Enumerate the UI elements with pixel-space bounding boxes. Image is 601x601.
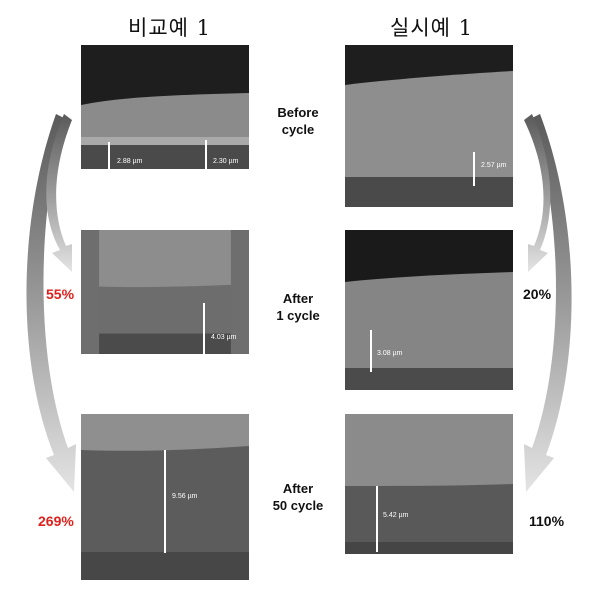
left-after50-thickness-line [164,450,166,553]
right-sem-after-50 [345,414,513,554]
right-column-title: 실시예 1 [390,12,473,42]
left-after1-thickness-line [203,303,205,365]
stage-label-after-1: After 1 cycle [258,290,338,324]
left-before-thickness-line-1 [108,142,110,184]
stage-label-after-50: After 50 cycle [258,480,338,514]
stage-label-before: Before cycle [258,104,338,138]
left-after50-measurement: 9.56 µm [172,493,197,500]
right-before-thickness-line [473,152,475,186]
left-column-title: 비교예 1 [128,12,211,42]
right-change-after-1: 20% [523,286,551,302]
left-after1-measurement: 4.03 µm [211,334,236,341]
right-after1-thickness-line [370,330,372,372]
left-before-measurement-1: 2.88 µm [117,158,142,165]
right-before-measurement: 2.57 µm [481,162,506,169]
right-after50-thickness-line [376,486,378,552]
right-after1-measurement: 3.08 µm [377,350,402,357]
left-change-after-50: 269% [38,513,74,529]
left-before-measurement-2: 2.30 µm [213,158,238,165]
left-sem-before [81,45,249,169]
right-sem-before [345,45,513,207]
right-after50-measurement: 5.42 µm [383,512,408,519]
right-change-after-50: 110% [529,513,564,529]
left-change-after-1: 55% [46,286,74,302]
left-before-thickness-line-2 [205,140,207,178]
